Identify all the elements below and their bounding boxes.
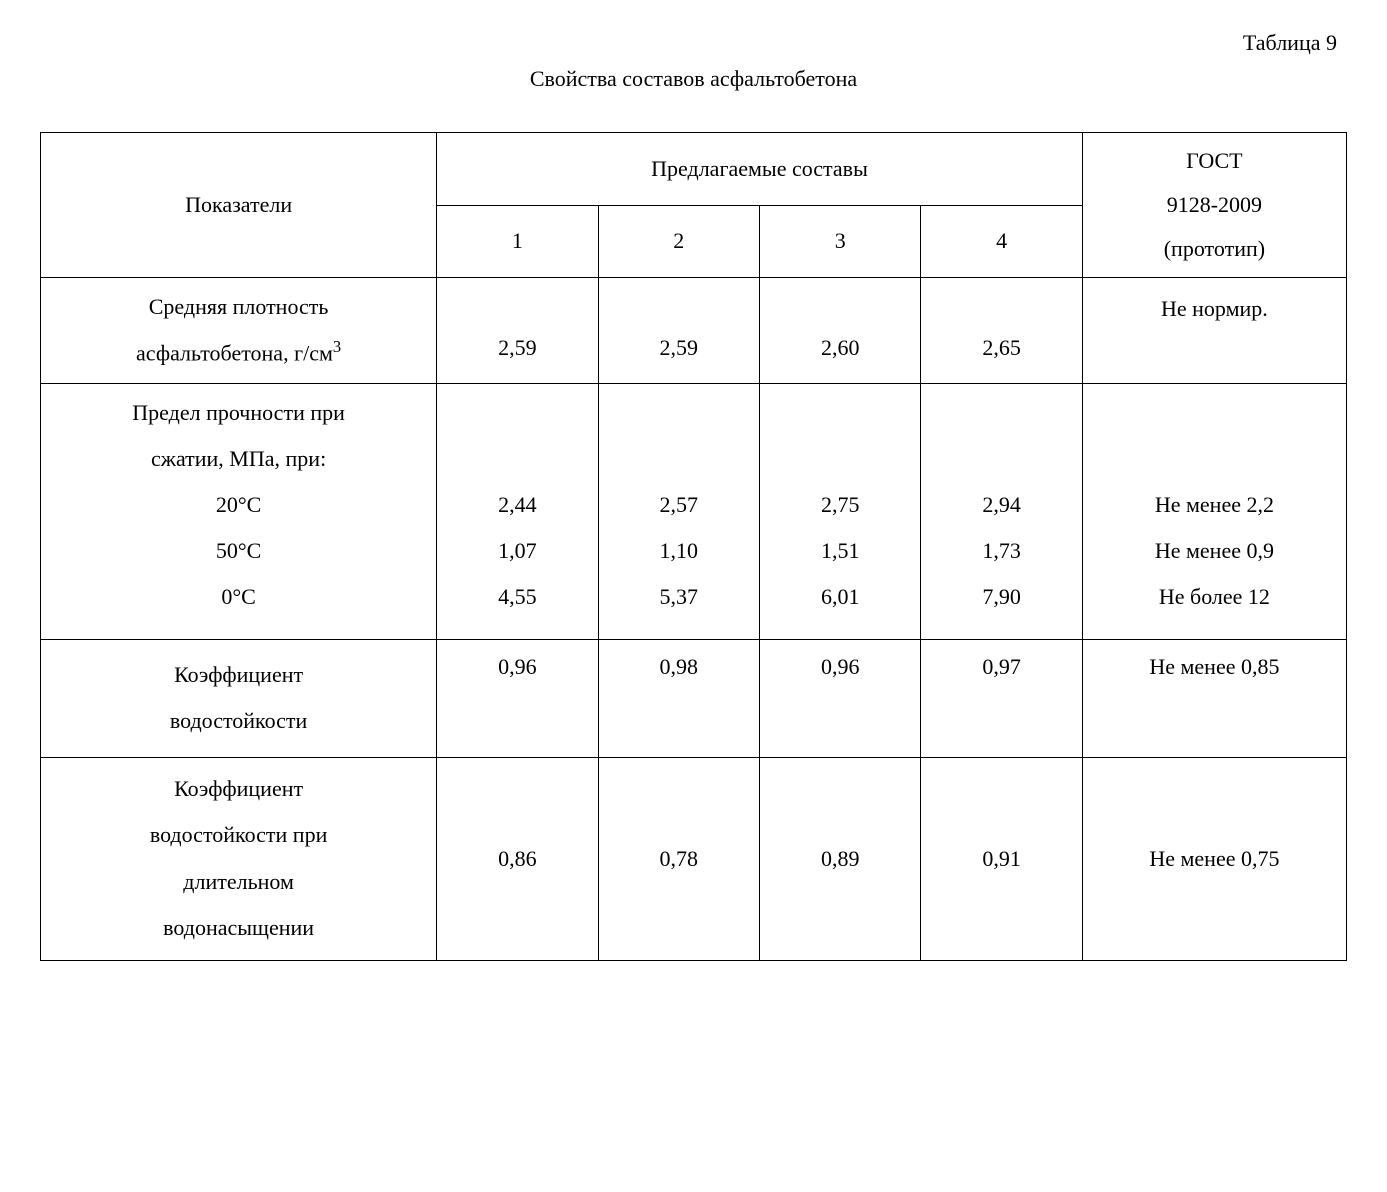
strength-v2-20: 2,57 [660, 482, 699, 528]
strength-v1-50: 1,07 [498, 528, 537, 574]
header-proposed: Предлагаемые составы [437, 133, 1083, 206]
strength-t50: 50°С [216, 528, 261, 574]
strength-v3-0: 6,01 [821, 574, 860, 620]
strength-t20: 20°С [216, 482, 261, 528]
cell-density-v3: 2,60 [760, 278, 921, 384]
strength-t0: 0°С [221, 574, 255, 620]
cell-strength-v4: 2,94 1,73 7,90 [921, 383, 1082, 639]
strength-v1-20: 2,44 [498, 482, 537, 528]
cell-density-v4: 2,65 [921, 278, 1082, 384]
table-row: Предел прочности при сжатии, МПа, при: 2… [41, 383, 1347, 639]
cell-water-v3: 0,96 [760, 639, 921, 757]
cell-waterlong-v4: 0,91 [921, 757, 1082, 960]
strength-label-l2: сжатии, МПа, при: [151, 436, 326, 482]
properties-table: Показатели Предлагаемые составы ГОСТ 912… [40, 132, 1347, 961]
table-row: Коэффициент водостойкости при длительном… [41, 757, 1347, 960]
cell-waterlong-v1: 0,86 [437, 757, 598, 960]
cell-waterlong-gost: Не менее 0,75 [1082, 757, 1346, 960]
cell-strength-gost: Не менее 2,2 Не менее 0,9 Не более 12 [1082, 383, 1346, 639]
header-col-4: 4 [921, 205, 1082, 278]
water-label-l1: Коэффициент [174, 652, 303, 698]
header-gost-l2: 9128-2009 [1167, 183, 1262, 227]
strength-v4-50: 1,73 [982, 528, 1021, 574]
header-indicators-text: Показатели [185, 192, 292, 217]
cell-density-v1: 2,59 [437, 278, 598, 384]
cell-strength-v2: 2,57 1,10 5,37 [598, 383, 759, 639]
cell-waterlong-label: Коэффициент водостойкости при длительном… [41, 757, 437, 960]
strength-v2-50: 1,10 [660, 528, 699, 574]
waterlong-label-l3: длительном [183, 859, 294, 905]
strength-v3-20: 2,75 [821, 482, 860, 528]
table-number: Таблица 9 [40, 30, 1337, 56]
strength-v4-0: 7,90 [982, 574, 1021, 620]
cell-water-v2: 0,98 [598, 639, 759, 757]
table-row: Средняя плотность асфальтобетона, г/см3 … [41, 278, 1347, 384]
waterlong-label-l1: Коэффициент [174, 766, 303, 812]
cell-waterlong-v2: 0,78 [598, 757, 759, 960]
table-header-row-1: Показатели Предлагаемые составы ГОСТ 912… [41, 133, 1347, 206]
header-col-3: 3 [760, 205, 921, 278]
header-gost: ГОСТ 9128-2009 (прототип) [1082, 133, 1346, 278]
waterlong-label-l4: водонасыщении [163, 905, 314, 951]
strength-v1-0: 4,55 [498, 574, 537, 620]
density-label-l2: асфальтобетона, г/см3 [136, 330, 341, 377]
cell-waterlong-v3: 0,89 [760, 757, 921, 960]
strength-label-l1: Предел прочности при [132, 390, 345, 436]
cell-water-gost: Не менее 0,85 [1082, 639, 1346, 757]
strength-v3-50: 1,51 [821, 528, 860, 574]
strength-v4-20: 2,94 [982, 482, 1021, 528]
cell-density-gost: Не нормир. [1082, 278, 1346, 384]
strength-g0: Не более 12 [1159, 574, 1270, 620]
water-label-l2: водостойкости [170, 698, 307, 744]
cell-density-label: Средняя плотность асфальтобетона, г/см3 [41, 278, 437, 384]
header-col-1: 1 [437, 205, 598, 278]
cell-strength-label: Предел прочности при сжатии, МПа, при: 2… [41, 383, 437, 639]
cell-water-v4: 0,97 [921, 639, 1082, 757]
header-col-2: 2 [598, 205, 759, 278]
table-caption: Свойства составов асфальтобетона [40, 66, 1347, 92]
header-gost-l3: (прототип) [1164, 227, 1265, 271]
cell-water-v1: 0,96 [437, 639, 598, 757]
cell-density-v2: 2,59 [598, 278, 759, 384]
strength-g20: Не менее 2,2 [1155, 482, 1274, 528]
strength-v2-0: 5,37 [660, 574, 699, 620]
density-label-l1: Средняя плотность [149, 284, 329, 330]
header-gost-l1: ГОСТ [1186, 139, 1242, 183]
cell-strength-v3: 2,75 1,51 6,01 [760, 383, 921, 639]
cell-water-label: Коэффициент водостойкости [41, 639, 437, 757]
table-row: Коэффициент водостойкости 0,96 0,98 0,96… [41, 639, 1347, 757]
cell-strength-v1: 2,44 1,07 4,55 [437, 383, 598, 639]
waterlong-label-l2: водостойкости при [150, 812, 328, 858]
header-indicators: Показатели [41, 133, 437, 278]
strength-g50: Не менее 0,9 [1155, 528, 1274, 574]
